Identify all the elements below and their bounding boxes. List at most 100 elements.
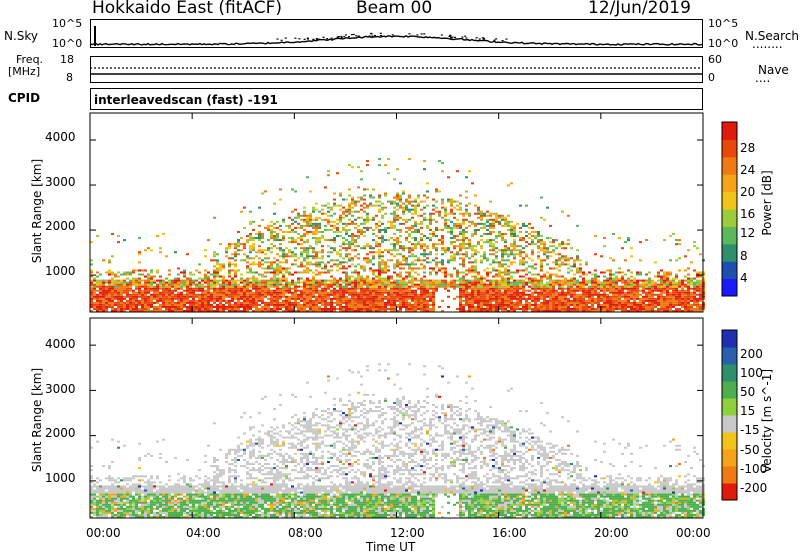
power-cell [489,243,492,246]
power-cell [447,226,450,229]
power-cell [147,277,150,280]
power-cell [528,243,531,246]
power-cell [546,277,549,280]
power-cell [291,222,294,225]
power-cell [501,299,504,302]
power-cell [303,269,306,272]
power-cell [414,295,417,298]
power-cell [537,281,540,284]
power-cell [552,251,555,254]
power-cell [339,277,342,280]
power-cell [666,283,669,286]
power-cell [156,305,159,308]
power-cell [417,293,420,296]
power-cell [309,261,312,264]
power-cell [618,267,621,270]
power-cell [507,214,510,217]
power-cell [477,251,480,254]
power-cell [462,212,465,215]
power-cell [258,289,261,292]
power-cell [531,253,534,256]
power-cell [459,239,462,242]
power-cell [405,220,408,223]
power-cell [600,297,603,300]
power-cell [474,245,477,248]
power-cell [636,295,639,298]
power-cell [564,307,567,310]
power-cell [639,297,642,300]
power-cell [462,303,465,306]
power-cell [393,216,396,219]
power-cell [312,271,315,274]
power-cell [378,299,381,302]
power-cell [429,295,432,298]
power-cell [486,271,489,274]
power-cell [132,271,135,274]
power-cell [99,291,102,294]
power-cell [579,285,582,288]
power-cell [186,279,189,282]
power-cell [423,200,426,203]
power-cell [522,222,525,225]
power-cell [561,283,564,286]
power-cell [537,297,540,300]
power-cell [99,301,102,304]
power-cell [183,297,186,300]
power-cell [336,291,339,294]
power-cell [429,273,432,276]
power-cell [498,281,501,284]
power-cell [351,259,354,262]
power-cell [444,247,447,250]
power-cell [258,283,261,286]
power-cell [558,257,561,260]
power-cell [348,283,351,286]
power-cell [201,287,204,290]
power-cell [690,299,693,302]
power-cell [444,281,447,284]
power-cell [591,301,594,304]
power-cell [360,267,363,270]
power-cell [264,289,267,292]
power-cell [450,273,453,276]
power-cell [468,271,471,274]
power-cell [180,307,183,310]
power-cell [426,247,429,250]
power-cell [156,297,159,300]
power-cell [552,309,555,312]
power-cell [276,226,279,229]
power-cell [444,273,447,276]
power-cell [156,283,159,286]
power-cell [168,269,171,272]
power-cell [630,291,633,294]
power-cell [690,277,693,280]
power-cell [693,285,696,288]
power-cell [408,281,411,284]
power-cell [699,299,702,302]
power-cell [411,283,414,286]
power-cell [114,293,117,296]
power-cell [249,303,252,306]
power-cell [447,200,450,203]
power-cell [315,297,318,300]
power-cell [324,281,327,284]
power-cell [96,309,99,312]
power-cell [654,293,657,296]
power-cell [501,275,504,278]
power-cell [510,295,513,298]
power-cell [330,291,333,294]
power-cell [465,297,468,300]
power-cell [474,309,477,312]
power-cell [312,206,315,209]
power-cell [690,291,693,294]
power-cell [345,261,348,264]
power-cell [489,253,492,256]
power-cell [171,309,174,312]
power-cell [495,237,498,240]
power-cell [219,287,222,290]
power-cell [477,243,480,246]
power-cell [321,237,324,240]
power-cell [657,299,660,302]
power-cell [315,269,318,272]
power-cell [93,287,96,290]
power-cell [408,247,411,250]
